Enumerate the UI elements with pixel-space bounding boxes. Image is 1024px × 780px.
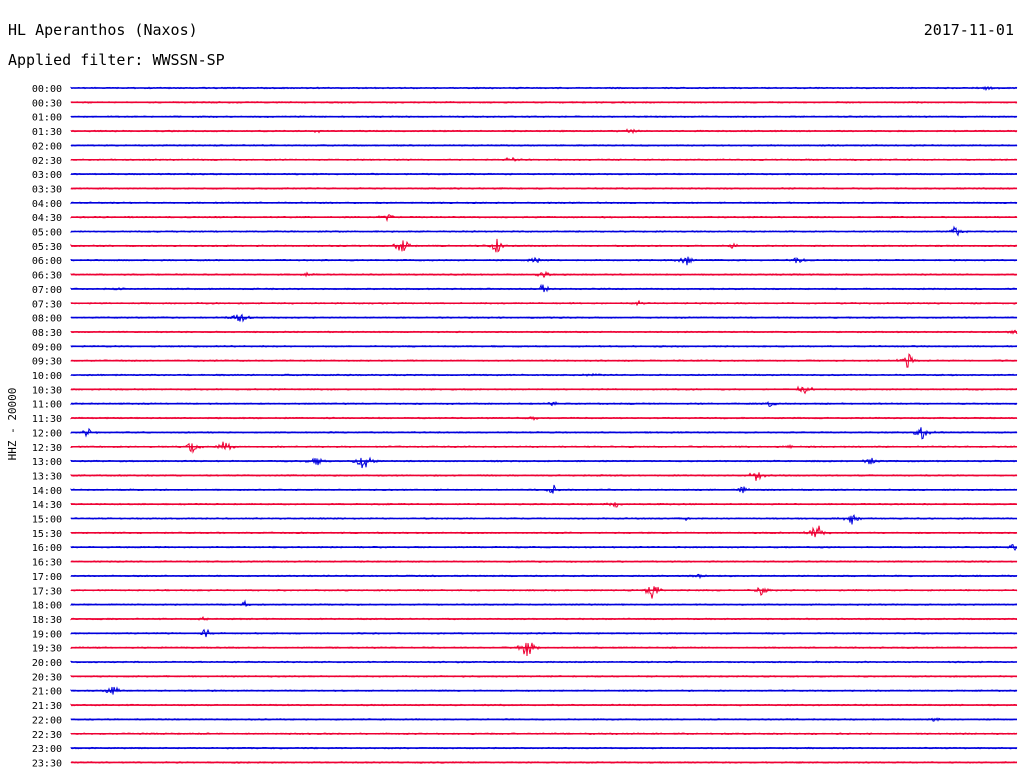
station-title: HL Aperanthos (Naxos): [8, 21, 198, 39]
row-time-label: 23:30: [32, 758, 62, 769]
row-time-label: 22:00: [32, 715, 62, 726]
row-time-label: 05:30: [32, 242, 62, 253]
row-time-label: 19:30: [32, 644, 62, 655]
trace-line: [70, 586, 1018, 599]
row-time-label: 16:30: [32, 558, 62, 569]
row-time-label: 13:30: [32, 471, 62, 482]
row-time-label: 02:30: [32, 156, 62, 167]
trace-line: [70, 472, 1018, 481]
y-axis-label-group: HHZ - 20000: [6, 388, 19, 461]
row-time-label: 11:30: [32, 414, 62, 425]
row-time-label: 12:30: [32, 443, 62, 454]
row-time-label: 20:00: [32, 658, 62, 669]
row-time-label: 03:00: [32, 170, 62, 181]
row-time-label: 00:00: [32, 84, 62, 95]
filter-label: Applied filter:: [8, 51, 144, 69]
row-time-label: 21:30: [32, 701, 62, 712]
row-time-label: 09:00: [32, 342, 62, 353]
row-time-label: 18:00: [32, 601, 62, 612]
row-time-label: 18:30: [32, 615, 62, 626]
filter-line: Applied filter: WWSSN-SP: [8, 51, 225, 69]
row-time-label: 19:00: [32, 629, 62, 640]
row-time-label: 11:00: [32, 400, 62, 411]
trace-line: [70, 525, 1018, 538]
trace-line: [70, 456, 1018, 469]
row-time-label: 16:00: [32, 543, 62, 554]
row-time-label: 15:30: [32, 529, 62, 540]
row-time-label: 08:30: [32, 328, 62, 339]
row-time-label: 02:00: [32, 141, 62, 152]
row-time-label: 04:00: [32, 199, 62, 210]
row-time-label: 21:00: [32, 687, 62, 698]
row-time-label: 06:00: [32, 256, 62, 267]
row-time-label: 07:30: [32, 299, 62, 310]
row-time-label: 09:30: [32, 357, 62, 368]
trace-line: [70, 642, 1018, 656]
row-time-label: 03:30: [32, 184, 62, 195]
row-time-label: 13:00: [32, 457, 62, 468]
row-time-label: 01:00: [32, 113, 62, 124]
row-time-label: 00:30: [32, 98, 62, 109]
row-time-label: 20:30: [32, 672, 62, 683]
row-time-label: 01:30: [32, 127, 62, 138]
trace-rows: 00:00 00:30 01:00 01:30 02:00 02:30 03:00 03:30…: [32, 84, 1018, 769]
row-time-label: 04:30: [32, 213, 62, 224]
row-time-label: 14:00: [32, 486, 62, 497]
row-time-label: 17:30: [32, 586, 62, 597]
row-time-label: 14:30: [32, 500, 62, 511]
row-time-label: 10:00: [32, 371, 62, 382]
row-time-label: 05:00: [32, 228, 62, 239]
row-time-label: 23:00: [32, 744, 62, 755]
row-time-label: 06:30: [32, 271, 62, 282]
row-time-label: 12:00: [32, 428, 62, 439]
row-time-label: 10:30: [32, 385, 62, 396]
row-time-label: 08:00: [32, 314, 62, 325]
trace-line: [70, 514, 1018, 525]
filter-name: WWSSN-SP: [152, 51, 225, 69]
row-time-label: 15:00: [32, 515, 62, 526]
row-time-label: 22:30: [32, 730, 62, 741]
row-time-label: 07:00: [32, 285, 62, 296]
row-time-label: 17:00: [32, 572, 62, 583]
plot-date: 2017-11-01: [923, 21, 1014, 39]
y-axis-label: HHZ - 20000: [6, 388, 19, 461]
